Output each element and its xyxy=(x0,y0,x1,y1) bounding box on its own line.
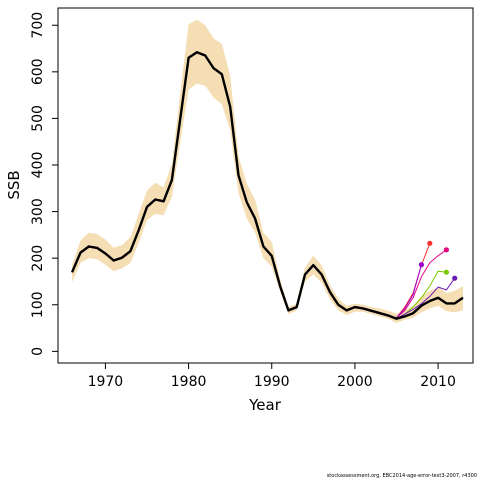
y-tick-label-500: 500 xyxy=(30,105,46,132)
ci-band-group xyxy=(72,19,463,323)
retro-peel-line-3 xyxy=(396,264,422,319)
x-axis: 1970 1980 1990 2000 2010 xyxy=(88,363,456,390)
y-tick-label-600: 600 xyxy=(30,58,46,85)
main-line-group xyxy=(70,51,464,320)
x-tick-label-1980: 1980 xyxy=(171,374,207,390)
y-tick-label-300: 300 xyxy=(30,198,46,225)
retro-peel-endpoint-2 xyxy=(427,240,433,246)
retro-peel-endpoint-1 xyxy=(443,247,449,253)
retro-peel-endpoint-3 xyxy=(418,262,424,268)
retro-peel-line-5 xyxy=(396,277,456,320)
plot-frame xyxy=(57,7,474,364)
x-tick-label-2000: 2000 xyxy=(337,374,373,390)
x-tick-label-2010: 2010 xyxy=(420,374,456,390)
x-tick-label-1990: 1990 xyxy=(254,374,290,390)
confidence-band xyxy=(72,19,463,323)
y-tick-label-200: 200 xyxy=(30,245,46,272)
retro-peel-endpoint-4 xyxy=(443,269,449,275)
historic-peel-line-2 xyxy=(71,51,397,320)
y-axis-title: SSB xyxy=(5,170,23,199)
retro-peel-line-1 xyxy=(396,249,447,319)
x-tick-label-1970: 1970 xyxy=(88,374,124,390)
historic-peel-line-4 xyxy=(71,51,397,319)
historic-lines-group xyxy=(71,51,397,320)
y-tick-label-700: 700 xyxy=(30,12,46,39)
peel-lines-group xyxy=(396,240,458,320)
ssb-line xyxy=(70,51,464,320)
retro-peel-endpoint-5 xyxy=(452,275,458,281)
historic-peel-line-3 xyxy=(71,51,397,320)
historic-peel-line-5 xyxy=(71,51,397,320)
y-tick-label-0: 0 xyxy=(30,347,46,356)
y-axis: 0 100 200 300 400 500 600 700 xyxy=(30,12,58,356)
x-axis-title: Year xyxy=(248,396,282,414)
y-tick-label-100: 100 xyxy=(30,291,46,318)
historic-peel-line-1 xyxy=(71,51,397,320)
y-tick-label-400: 400 xyxy=(30,152,46,179)
footnote: stockassessment.org, EBC2014-age-error-t… xyxy=(326,473,477,479)
